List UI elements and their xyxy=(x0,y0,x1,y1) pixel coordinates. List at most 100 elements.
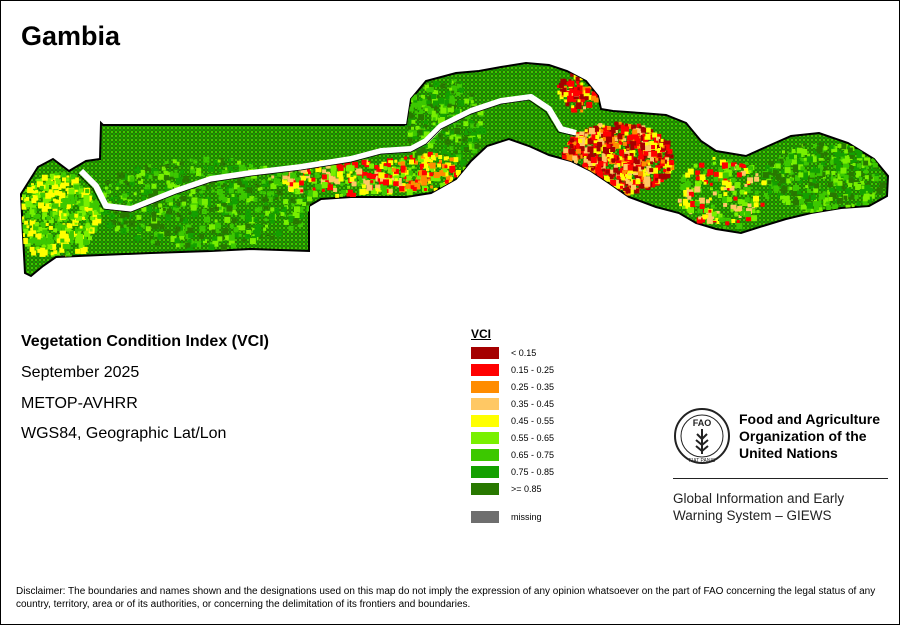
vci-pixel xyxy=(302,202,307,206)
vci-pixel xyxy=(575,76,581,82)
vci-pixel xyxy=(254,225,261,232)
vci-pixel xyxy=(780,195,784,200)
vci-pixel xyxy=(65,254,72,261)
vci-pixel xyxy=(399,186,405,192)
vci-pixel xyxy=(722,172,729,179)
vci-pixel xyxy=(650,158,654,162)
vci-pixel xyxy=(422,147,426,151)
vci-pixel xyxy=(410,181,415,186)
vci-pixel xyxy=(77,233,84,240)
vci-pixel xyxy=(453,161,457,165)
vci-pixel xyxy=(383,179,389,186)
vci-pixel xyxy=(428,180,432,184)
vci-pixel xyxy=(375,184,381,190)
vci-pixel xyxy=(88,202,94,208)
vci-pixel xyxy=(151,183,157,189)
vci-pixel xyxy=(333,185,337,189)
vci-pixel xyxy=(431,106,438,113)
vci-pixel xyxy=(114,195,118,199)
vci-pixel xyxy=(739,189,745,195)
vci-pixel xyxy=(50,252,54,256)
vci-pixel xyxy=(826,201,829,205)
vci-pixel xyxy=(421,170,427,176)
vci-pixel xyxy=(847,147,853,153)
vci-pixel xyxy=(666,167,671,172)
vci-pixel xyxy=(739,209,745,215)
vci-pixel xyxy=(29,246,35,252)
vci-pixel xyxy=(590,182,596,188)
vci-pixel xyxy=(767,180,772,185)
vci-pixel xyxy=(698,163,703,168)
vci-pixel xyxy=(62,243,68,249)
vci-pixel xyxy=(576,81,580,84)
vci-pixel xyxy=(68,188,75,195)
vci-pixel xyxy=(162,211,166,215)
vci-pixel xyxy=(669,160,675,166)
vci-pixel xyxy=(823,151,828,156)
vci-pixel xyxy=(793,185,799,191)
vci-pixel xyxy=(623,138,627,142)
vci-pixel xyxy=(575,148,581,154)
vci-pixel xyxy=(334,178,340,184)
vci-pixel xyxy=(152,217,157,222)
vci-pixel xyxy=(59,234,66,241)
vci-pixel xyxy=(31,183,34,187)
vci-pixel xyxy=(829,187,834,192)
vci-pixel xyxy=(852,163,856,166)
vci-pixel xyxy=(220,244,227,251)
vci-pixel xyxy=(274,177,277,181)
vci-pixel xyxy=(68,233,74,239)
vci-pixel xyxy=(614,130,618,133)
vci-pixel xyxy=(288,187,294,192)
vci-pixel xyxy=(786,186,791,191)
vci-pixel xyxy=(424,120,428,125)
vci-pixel xyxy=(602,168,606,172)
vci-pixel xyxy=(88,210,93,215)
vci-pixel xyxy=(84,206,90,212)
vci-pixel xyxy=(408,183,414,189)
vci-pixel xyxy=(826,157,830,161)
vci-pixel xyxy=(639,141,645,148)
vci-pixel xyxy=(119,179,124,184)
vci-pixel xyxy=(205,196,212,203)
vci-pixel xyxy=(220,160,226,166)
vci-pixel xyxy=(134,235,141,241)
vci-pixel xyxy=(75,248,81,254)
vci-pixel xyxy=(604,148,611,155)
vci-pixel xyxy=(856,202,861,207)
legend-title: VCI xyxy=(471,327,492,341)
vci-pixel xyxy=(388,168,394,174)
vci-pixel xyxy=(35,239,42,246)
vci-pixel xyxy=(619,152,624,157)
vci-pixel xyxy=(397,161,401,165)
vci-pixel xyxy=(128,220,135,227)
vci-pixel xyxy=(744,211,751,218)
vci-pixel xyxy=(825,170,830,175)
vci-pixel xyxy=(583,106,586,110)
vci-pixel xyxy=(217,236,223,242)
vci-pixel xyxy=(237,160,242,165)
vci-pixel xyxy=(234,165,238,169)
vci-pixel xyxy=(351,181,357,187)
vci-pixel xyxy=(737,199,743,205)
vci-pixel xyxy=(826,205,832,211)
vci-pixel xyxy=(649,168,654,173)
vci-pixel xyxy=(358,182,362,186)
vci-pixel xyxy=(393,168,399,174)
vci-pixel xyxy=(763,192,768,197)
vci-pixel xyxy=(734,208,738,212)
vci-pixel xyxy=(196,167,202,173)
vci-pixel xyxy=(622,155,626,159)
vci-pixel xyxy=(53,250,58,255)
vci-pixel xyxy=(445,152,451,158)
vci-pixel xyxy=(456,83,462,89)
vci-pixel xyxy=(39,250,46,257)
vci-pixel xyxy=(846,179,851,184)
vci-pixel xyxy=(818,193,825,200)
vci-pixel xyxy=(782,170,787,175)
vci-pixel xyxy=(845,204,851,210)
vci-pixel xyxy=(622,187,626,191)
vci-pixel xyxy=(451,85,458,92)
vci-pixel xyxy=(217,183,221,187)
